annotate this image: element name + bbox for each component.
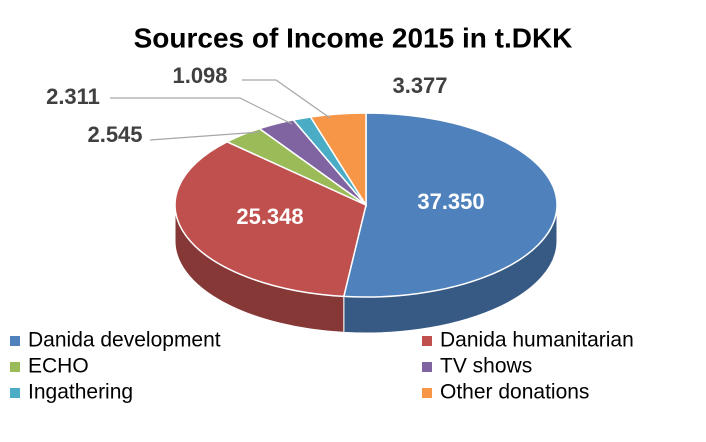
leader-line bbox=[149, 131, 261, 141]
pie-slice bbox=[309, 112, 367, 208]
pie-slice bbox=[174, 140, 367, 298]
data-label: 25.348 bbox=[236, 204, 303, 229]
legend-label: Danida humanitarian bbox=[440, 329, 634, 352]
pie-slice bbox=[342, 112, 558, 298]
legend-label: TV shows bbox=[440, 355, 532, 378]
legend-swatch bbox=[422, 362, 432, 372]
legend-swatch bbox=[422, 388, 432, 398]
data-label: 2.311 bbox=[46, 84, 100, 109]
data-label: 1.098 bbox=[172, 63, 227, 88]
legend-label: Other donations bbox=[440, 381, 589, 404]
data-label: 3.377 bbox=[392, 73, 447, 98]
legend-label: Ingathering bbox=[28, 381, 133, 404]
legend-label: Danida development bbox=[28, 329, 221, 352]
leader-line bbox=[242, 79, 331, 119]
legend-swatch bbox=[10, 336, 20, 346]
legend-swatch bbox=[10, 388, 20, 398]
data-label: 37.350 bbox=[417, 189, 484, 214]
legend-swatch bbox=[10, 362, 20, 372]
leader-line bbox=[110, 97, 293, 125]
data-label: 2.545 bbox=[87, 122, 142, 147]
chart-title: Sources of Income 2015 in t.DKK bbox=[134, 22, 573, 53]
legend-label: ECHO bbox=[28, 355, 89, 378]
legend-swatch bbox=[422, 336, 432, 346]
